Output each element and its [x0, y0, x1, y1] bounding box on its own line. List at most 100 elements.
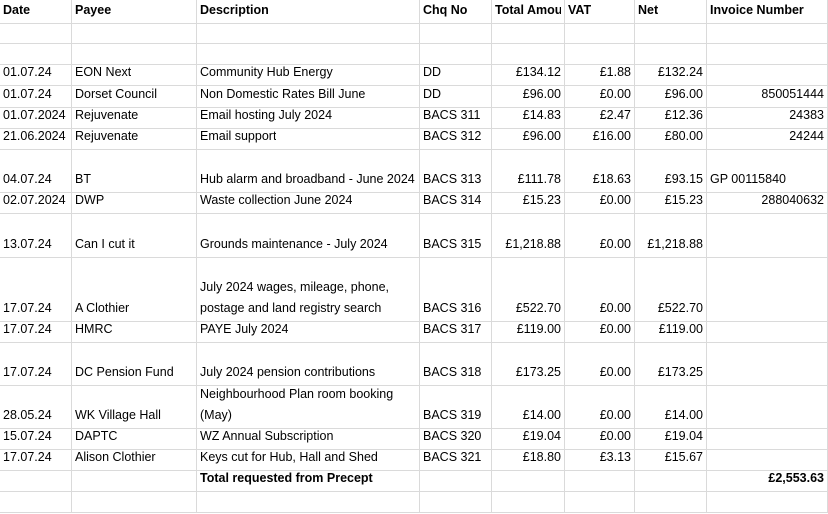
- table-cell: [565, 471, 635, 492]
- cell-text: WK Village Hall: [75, 408, 161, 422]
- table-cell: £15.23: [492, 193, 565, 214]
- table-cell: £16.00: [565, 129, 635, 150]
- cell-text: WZ Annual Subscription: [200, 429, 334, 443]
- table-cell: DAPTC: [72, 429, 197, 450]
- cell-text: 17.07.24: [3, 365, 52, 379]
- table-cell: £522.70: [492, 258, 565, 322]
- table-cell: Dorset Council: [72, 86, 197, 108]
- cell-text: £119.00: [516, 322, 561, 336]
- header-cell: Invoice Number: [707, 0, 828, 24]
- cell-text: £0.00: [599, 193, 631, 207]
- table-cell: £18.80: [492, 450, 565, 471]
- table-cell: BACS 320: [420, 429, 492, 450]
- cell-text: 01.07.2024: [3, 108, 66, 122]
- cell-text: EON Next: [75, 65, 132, 79]
- cell-text: Dorset Council: [75, 87, 157, 101]
- table-cell: DC Pension Fund: [72, 343, 197, 386]
- cell-text: A Clothier: [75, 301, 130, 315]
- header-cell: VAT: [565, 0, 635, 24]
- cell-text: DWP: [75, 193, 105, 207]
- table-cell: [707, 258, 828, 322]
- cell-text: BACS 316: [423, 301, 482, 315]
- cell-text: Keys cut for Hub, Hall and Shed: [200, 450, 378, 464]
- table-cell: BACS 319: [420, 386, 492, 429]
- cell-text: DAPTC: [75, 429, 118, 443]
- cell-text: Grounds maintenance - July 2024: [200, 237, 388, 251]
- table-cell: 01.07.2024: [0, 108, 72, 129]
- table-cell: £0.00: [565, 258, 635, 322]
- table-cell: £119.00: [635, 322, 707, 343]
- cell-text: £14.00: [664, 408, 703, 422]
- table-cell: BACS 318: [420, 343, 492, 386]
- table-cell: £18.63: [565, 150, 635, 193]
- empty-cell: [565, 492, 635, 513]
- cell-text: BACS 320: [423, 429, 482, 443]
- cell-text: BACS 312: [423, 129, 482, 143]
- cell-text: 17.07.24: [3, 301, 52, 315]
- table-cell: DWP: [72, 193, 197, 214]
- table-cell: [0, 471, 72, 492]
- cell-text: Rejuvenate: [75, 108, 139, 122]
- cell-text: £19.04: [664, 429, 703, 443]
- cell-text: Description: [200, 3, 269, 17]
- table-cell: A Clothier: [72, 258, 197, 322]
- cell-text: 01.07.24: [3, 87, 52, 101]
- cell-text: £2,553.63: [768, 471, 824, 485]
- table-cell: £19.04: [492, 429, 565, 450]
- cell-text: 13.07.24: [3, 237, 52, 251]
- table-cell: £111.78: [492, 150, 565, 193]
- empty-cell: [492, 492, 565, 513]
- table-cell: [72, 471, 197, 492]
- table-cell: DD: [420, 65, 492, 86]
- cell-text: Hub alarm and broadband - June 2024: [200, 172, 415, 186]
- cell-text: £80.00: [664, 129, 703, 143]
- cell-text: 15.07.24: [3, 429, 52, 443]
- table-cell: £134.12: [492, 65, 565, 86]
- table-cell: £0.00: [565, 86, 635, 108]
- cell-text: BACS 313: [423, 172, 482, 186]
- table-cell: July 2024 wages, mileage, phone, postage…: [197, 258, 420, 322]
- cell-text: £19.04: [522, 429, 561, 443]
- cell-text: 01.07.24: [3, 65, 52, 79]
- table-cell: £0.00: [565, 193, 635, 214]
- cell-text: HMRC: [75, 322, 113, 336]
- empty-cell: [197, 44, 420, 65]
- table-cell: £132.24: [635, 65, 707, 86]
- table-cell: £96.00: [492, 129, 565, 150]
- cell-text: Email hosting July 2024: [200, 108, 333, 122]
- table-cell: 288040632: [707, 193, 828, 214]
- cell-text: 21.06.2024: [3, 129, 66, 143]
- cell-text: BACS 315: [423, 237, 482, 251]
- cell-text: £132.24: [657, 65, 703, 79]
- cell-text: Total requested from Precept: [200, 471, 373, 485]
- cell-text: Waste collection June 2024: [200, 193, 353, 207]
- table-cell: £2.47: [565, 108, 635, 129]
- empty-cell: [707, 24, 828, 44]
- cell-text: Neighbourhood Plan room booking (May): [200, 387, 394, 422]
- table-cell: Rejuvenate: [72, 108, 197, 129]
- table-cell: Total requested from Precept: [197, 471, 420, 492]
- table-cell: [707, 429, 828, 450]
- table-cell: 24383: [707, 108, 828, 129]
- table-cell: 01.07.24: [0, 65, 72, 86]
- table-cell: £119.00: [492, 322, 565, 343]
- cell-text: BACS 318: [423, 365, 482, 379]
- table-cell: £14.00: [492, 386, 565, 429]
- cell-text: Net: [638, 3, 659, 17]
- cell-text: £1.88: [599, 65, 631, 79]
- table-cell: £3.13: [565, 450, 635, 471]
- cell-text: 04.07.24: [3, 172, 52, 186]
- empty-cell: [420, 24, 492, 44]
- cell-text: £0.00: [599, 365, 631, 379]
- table-cell: £14.00: [635, 386, 707, 429]
- cell-text: £2.47: [599, 108, 631, 122]
- empty-cell: [565, 24, 635, 44]
- cell-text: 24244: [789, 129, 824, 143]
- table-cell: £15.23: [635, 193, 707, 214]
- table-cell: 17.07.24: [0, 258, 72, 322]
- cell-text: VAT: [568, 3, 592, 17]
- table-cell: £173.25: [492, 343, 565, 386]
- cell-text: £12.36: [664, 108, 703, 122]
- table-cell: [707, 214, 828, 258]
